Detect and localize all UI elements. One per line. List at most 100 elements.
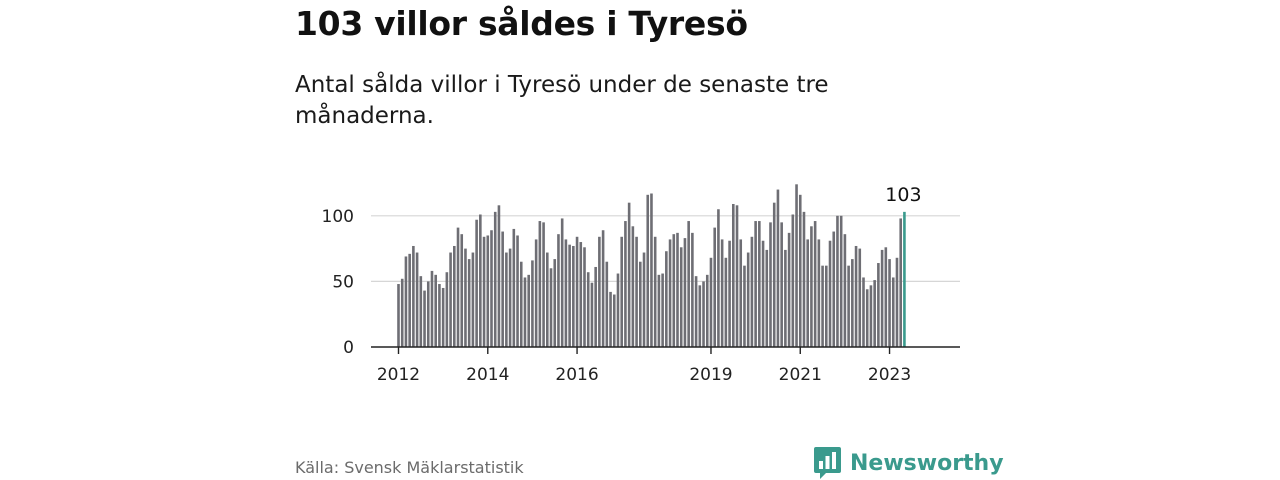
bar [888, 259, 891, 347]
brand-name: Newsworthy [850, 450, 1004, 476]
bar [583, 247, 586, 347]
bar [806, 239, 809, 347]
bar [873, 280, 876, 347]
bar [557, 234, 560, 347]
bar [877, 263, 880, 347]
bar [415, 252, 419, 347]
bar [501, 231, 504, 347]
brand-logo[interactable]: Newsworthy [814, 447, 1004, 479]
bar [862, 277, 865, 347]
bar [453, 245, 456, 347]
bar-chart-logo-icon [814, 447, 841, 479]
bar [490, 230, 493, 347]
bar [683, 238, 687, 347]
bar [434, 274, 437, 347]
bar [720, 239, 724, 347]
bar [702, 281, 705, 347]
bar [761, 240, 765, 347]
bar [586, 272, 590, 347]
bar [579, 242, 583, 347]
bar [404, 256, 408, 347]
bar [397, 284, 400, 347]
bar [668, 239, 672, 347]
bar [698, 285, 702, 347]
bar [858, 248, 862, 347]
bar [880, 249, 884, 347]
bar [787, 232, 791, 347]
bar [534, 239, 538, 347]
bar [679, 247, 683, 347]
bar [758, 221, 761, 347]
bar [516, 235, 519, 347]
bar [828, 240, 832, 347]
bar [598, 236, 601, 347]
bar [642, 252, 646, 347]
bar [750, 236, 754, 347]
bar [508, 248, 512, 347]
bar [441, 287, 445, 347]
bar [438, 284, 441, 347]
bar [821, 265, 824, 347]
bar [795, 184, 798, 347]
bar [891, 277, 895, 347]
bar [538, 221, 542, 347]
bar [784, 249, 787, 347]
bar [694, 276, 698, 347]
bar [798, 194, 802, 347]
bar [482, 236, 486, 347]
bar [854, 245, 858, 347]
bar [836, 215, 839, 347]
bar [691, 232, 694, 347]
bar [709, 257, 713, 347]
bar [754, 221, 757, 347]
bar [851, 259, 854, 347]
bar [661, 273, 664, 347]
y-tick-label: 100 [322, 207, 354, 227]
bar [445, 272, 449, 347]
bar [631, 226, 635, 347]
x-tick-label: 2019 [689, 365, 732, 385]
y-tick-label: 50 [332, 272, 354, 292]
bar [791, 214, 795, 347]
bar [486, 235, 490, 347]
source-text: Källa: Svensk Mäklarstatistik [295, 458, 524, 477]
bar [449, 252, 452, 347]
x-tick-label: 2012 [377, 365, 420, 385]
bar [572, 245, 575, 347]
bar [560, 218, 564, 347]
bar [776, 189, 780, 347]
bar [732, 203, 735, 347]
bar [735, 205, 739, 347]
bar [884, 247, 888, 347]
bar [471, 252, 475, 347]
x-tick-label: 2021 [779, 365, 822, 385]
bar [728, 240, 731, 347]
bar [627, 202, 631, 347]
chart-subtitle: Antal sålda villor i Tyresö under de sen… [295, 72, 829, 129]
bar [672, 234, 676, 347]
bar [869, 285, 873, 347]
bar [605, 261, 609, 347]
bar [553, 259, 557, 347]
bar [479, 214, 482, 347]
bar [810, 226, 813, 347]
bar [467, 259, 471, 347]
y-tick-label: 0 [343, 338, 354, 358]
bar [739, 239, 743, 347]
bar [430, 270, 434, 347]
bar [616, 273, 620, 347]
bar [546, 252, 549, 347]
bar [657, 274, 661, 347]
x-tick-label: 2016 [555, 365, 598, 385]
bar [817, 239, 821, 347]
bar [426, 281, 430, 347]
bar [412, 245, 415, 347]
bar [825, 265, 828, 347]
bar [568, 244, 571, 347]
bar [724, 257, 728, 347]
bar [639, 261, 642, 347]
bar [802, 211, 806, 347]
bar [895, 257, 899, 347]
bar [843, 234, 847, 347]
